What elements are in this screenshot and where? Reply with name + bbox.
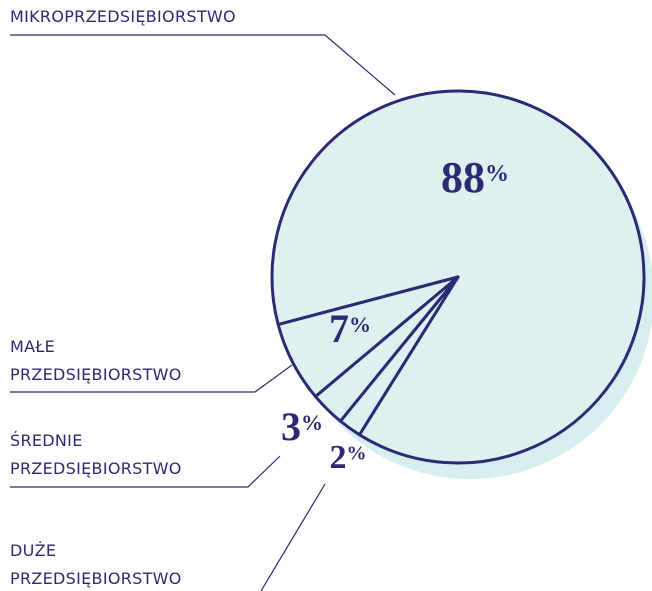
- value-number: 2: [330, 439, 347, 476]
- value-unit: %: [301, 410, 323, 435]
- category-line: MIKROPRZEDSIĘBIORSTWO: [10, 7, 236, 26]
- value-unit: %: [347, 443, 367, 465]
- value-label: 7%: [329, 306, 371, 351]
- value-label: 3%: [281, 404, 323, 449]
- value-unit: %: [485, 161, 509, 187]
- leader-line: [10, 455, 281, 488]
- category-line: MAŁE: [10, 337, 55, 356]
- category-label: MAŁE PRZEDSIĘBIORSTWO: [10, 337, 182, 384]
- value-number: 88: [441, 153, 485, 202]
- category-line: DUŻE: [10, 541, 56, 560]
- category-label: MIKROPRZEDSIĘBIORSTWO: [10, 7, 236, 26]
- category-line: PRZEDSIĘBIORSTWO: [10, 459, 182, 478]
- value-number: 3: [281, 404, 301, 449]
- value-number: 7: [329, 306, 349, 351]
- value-label: 2%: [330, 439, 367, 476]
- value-label: 88%: [441, 153, 509, 202]
- category-line: ŚREDNIE: [10, 431, 83, 450]
- category-line: PRZEDSIĘBIORSTWO: [10, 569, 182, 588]
- category-line: PRZEDSIĘBIORSTWO: [10, 365, 182, 384]
- pie: [270, 89, 646, 465]
- labels: 88% MIKROPRZEDSIĘBIORSTWO 7% MAŁE PRZEDSIĘBI…: [10, 7, 509, 591]
- leader-line: [10, 364, 293, 393]
- category-label: ŚREDNIE PRZEDSIĘBIORSTWO: [10, 431, 182, 478]
- category-label: DUŻE PRZEDSIĘBIORSTWO: [10, 541, 182, 588]
- pie-slice: [338, 275, 460, 437]
- value-unit: %: [349, 312, 371, 337]
- leader-line: [10, 34, 396, 96]
- leader-line: [260, 483, 326, 591]
